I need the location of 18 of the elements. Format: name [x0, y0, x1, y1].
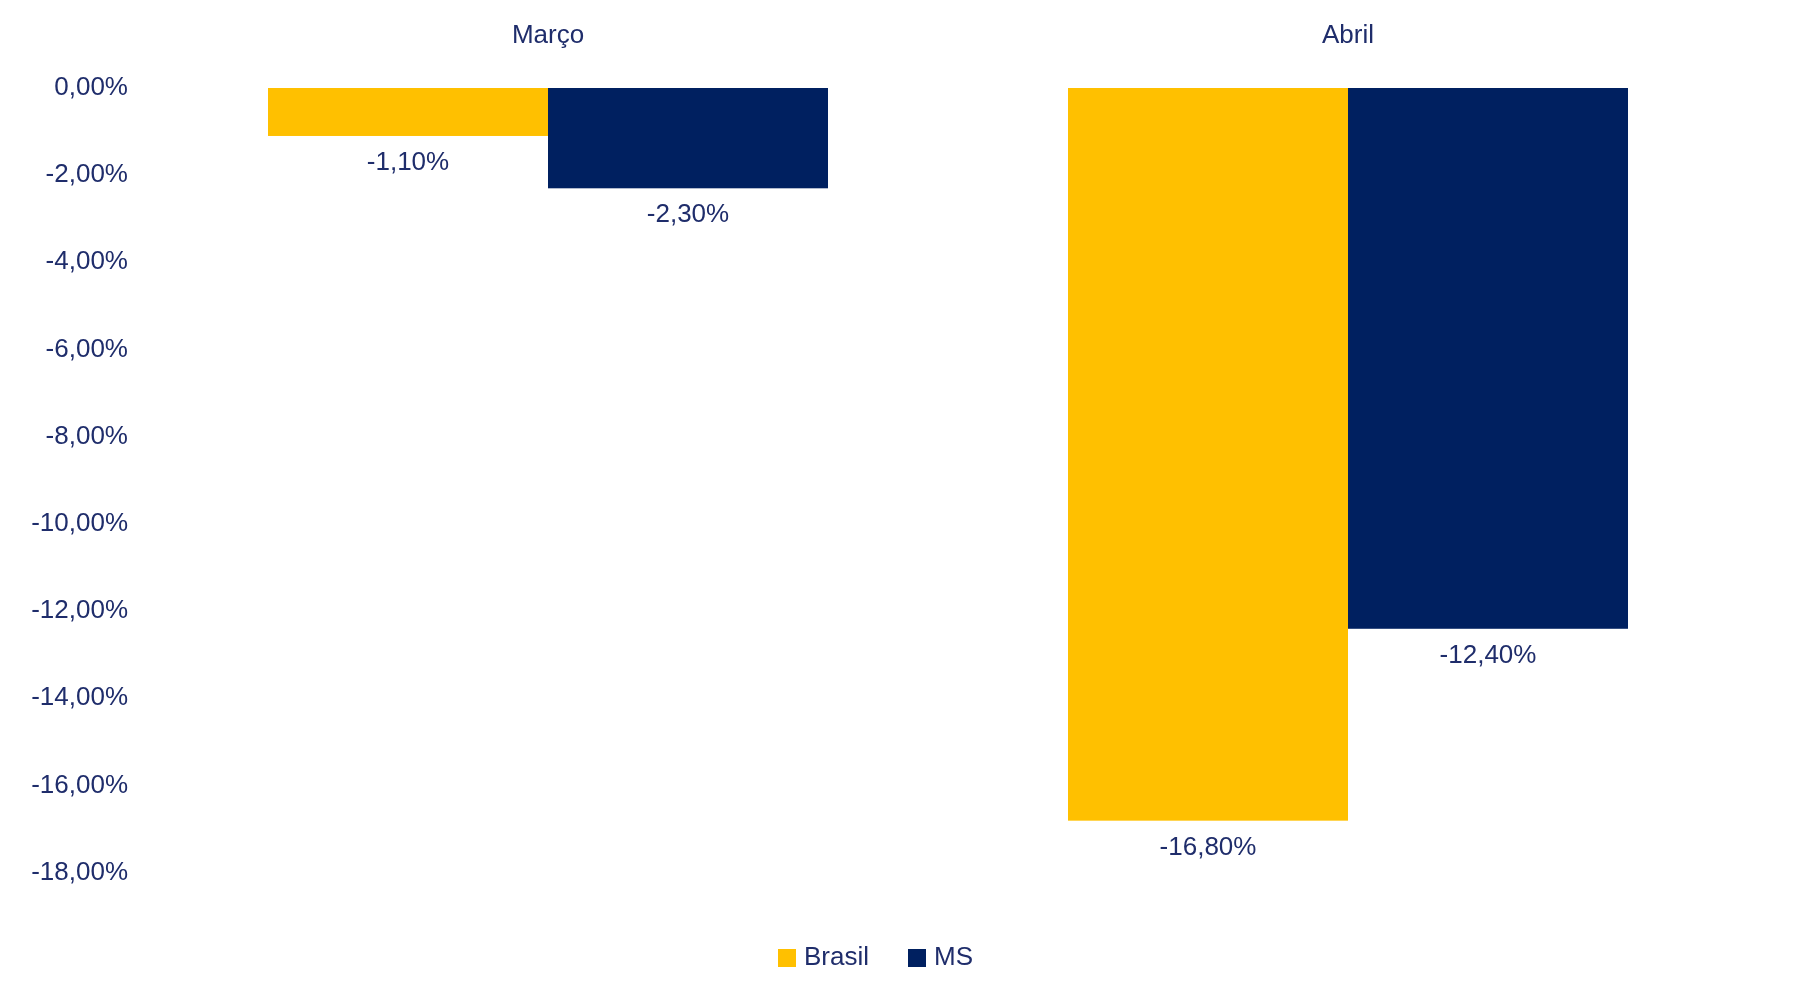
x-tick-label: Abril	[1321, 19, 1375, 49]
y-tick-label: -14,00%	[31, 681, 128, 712]
y-tick-label: -6,00%	[45, 332, 128, 363]
legend-label: MS	[934, 940, 973, 971]
y-tick-label: -4,00%	[45, 245, 128, 276]
y-tick-label: -16,00%	[31, 768, 128, 799]
data-label: -2,30%	[646, 198, 730, 229]
data-label: -16,80%	[1159, 830, 1257, 861]
legend-label: Brasil	[804, 940, 870, 971]
x-tick-label: Março	[511, 19, 585, 49]
y-tick-label: -8,00%	[45, 419, 128, 450]
data-label: -1,10%	[366, 145, 450, 176]
y-tick-label: 0,00%	[54, 70, 128, 101]
y-tick-label: -12,00%	[31, 594, 128, 625]
y-tick-label: -18,00%	[31, 855, 128, 886]
data-label: -12,40%	[1439, 638, 1537, 669]
y-tick-label: -2,00%	[45, 158, 128, 189]
y-tick-label: -10,00%	[31, 506, 128, 537]
